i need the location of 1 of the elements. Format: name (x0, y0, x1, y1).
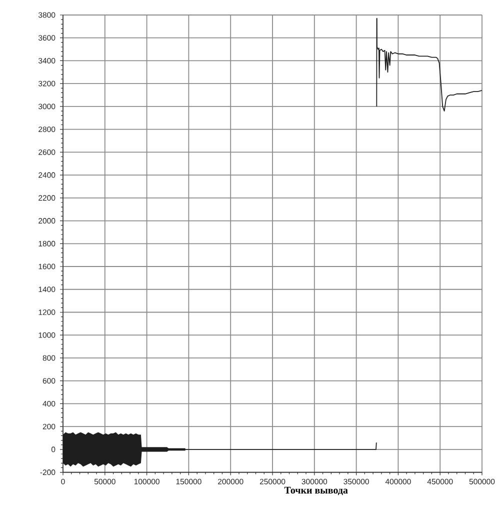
x-axis-title: Точки вывода (284, 486, 348, 496)
